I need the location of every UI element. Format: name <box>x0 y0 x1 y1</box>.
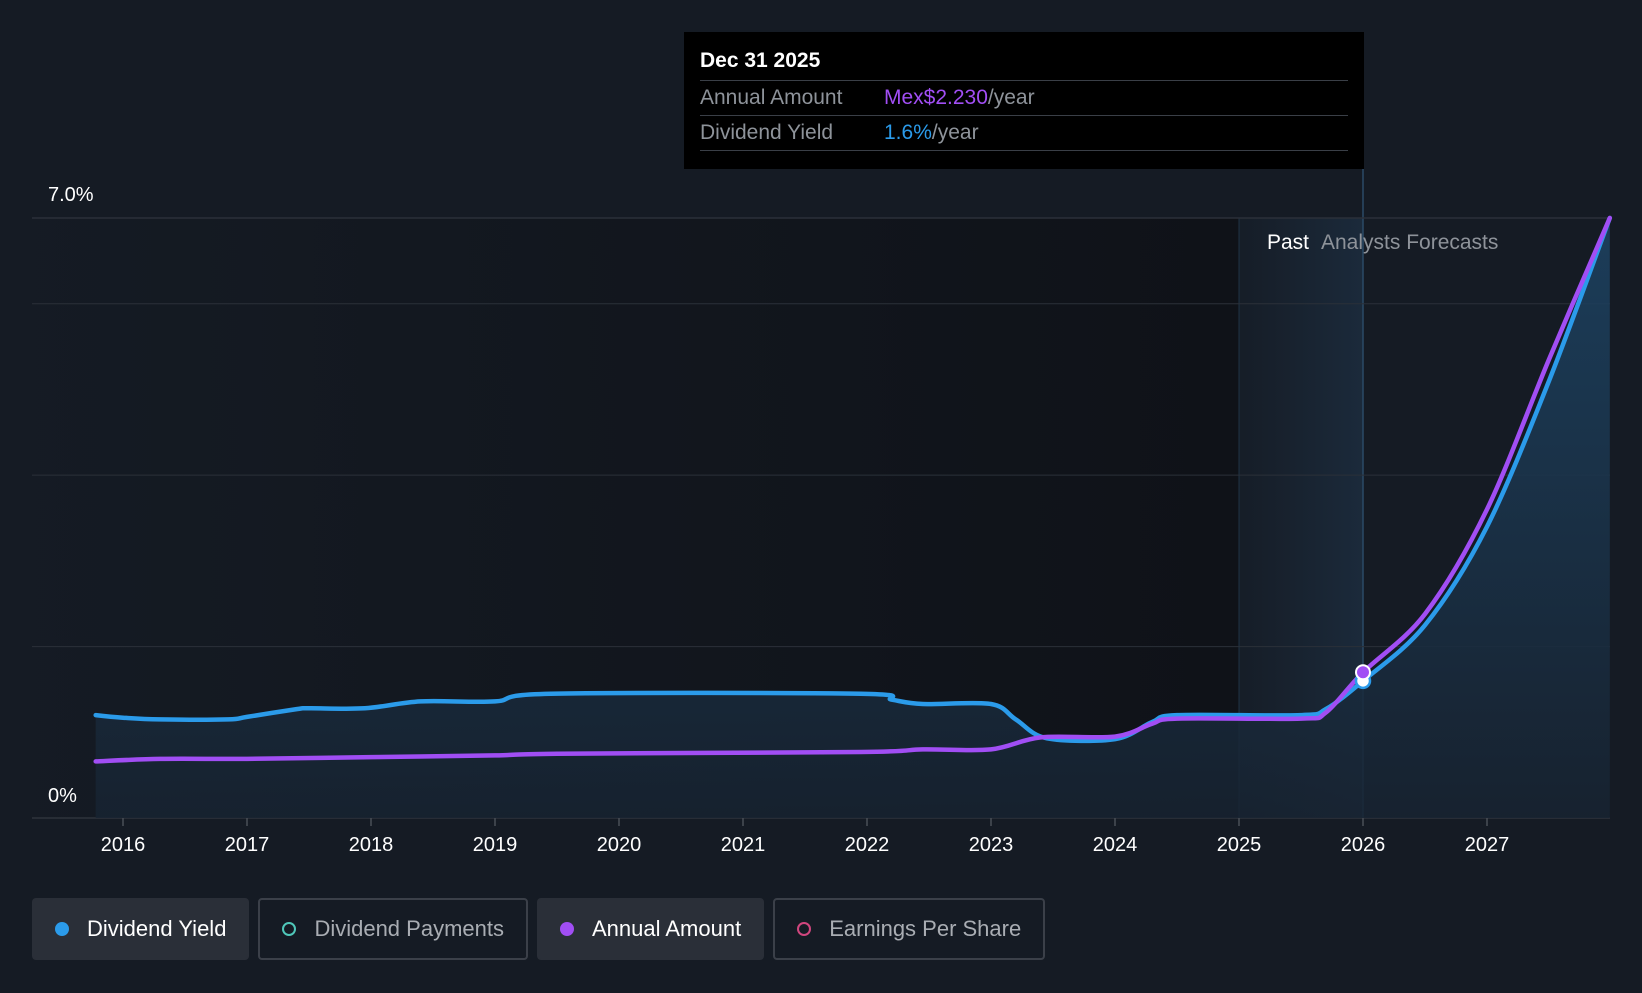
legend-label: Dividend Payments <box>314 916 504 941</box>
annual-amount-line <box>93 215 1613 764</box>
x-tick-label: 2022 <box>845 834 890 856</box>
x-tick-label: 2019 <box>473 834 518 856</box>
y-tick-label-top: 7.0% <box>48 184 94 206</box>
x-tick-label: 2020 <box>597 834 642 856</box>
legend-dividend-payments[interactable]: Dividend Payments <box>258 898 528 960</box>
x-tick-label: 2021 <box>721 834 766 856</box>
dot-icon <box>559 922 574 936</box>
x-tick-label: 2023 <box>969 834 1014 856</box>
x-tick-label: 2027 <box>1465 834 1510 856</box>
x-tick-label: 2016 <box>101 834 146 856</box>
ring-icon <box>797 922 812 936</box>
dividend-yield-line <box>93 215 1613 744</box>
tooltip-row-dividend-yield: Dividend Yield 1.6% /year <box>700 115 1348 151</box>
y-tick-label-bottom: 0% <box>48 785 77 807</box>
legend-label: Dividend Yield <box>87 916 227 941</box>
legend-label: Earnings Per Share <box>829 916 1022 941</box>
tooltip-label: Annual Amount <box>700 86 843 109</box>
tooltip-value: 1.6% <box>884 121 932 144</box>
dot-icon <box>55 922 69 936</box>
tooltip: Dec 31 2025 Annual Amount Mex$2.230 /yea… <box>684 32 1364 169</box>
forecast-label: Analysts Forecasts <box>1321 231 1498 254</box>
tooltip-label: Dividend Yield <box>700 121 834 144</box>
legend-dividend-yield[interactable]: Dividend Yield <box>32 898 250 960</box>
x-tick-label: 2024 <box>1093 834 1138 856</box>
ring-icon <box>282 922 297 936</box>
tooltip-row-annual-amount: Annual Amount Mex$2.230 /year <box>700 80 1348 115</box>
x-tick-label: 2026 <box>1341 834 1386 856</box>
tooltip-value: Mex$2.230 <box>884 86 988 109</box>
x-tick-label: 2018 <box>349 834 394 856</box>
tooltip-date: Dec 31 2025 <box>700 49 821 72</box>
tooltip-unit: /year <box>931 121 979 144</box>
legend-label: Annual Amount <box>591 916 742 941</box>
legend: Dividend Yield Dividend Payments Annual … <box>32 898 1046 960</box>
legend-annual-amount[interactable]: Annual Amount <box>536 898 765 960</box>
annual-amount-marker <box>1355 664 1371 681</box>
tooltip-unit: /year <box>987 86 1035 109</box>
legend-earnings-per-share[interactable]: Earnings Per Share <box>773 898 1046 960</box>
x-tick-label: 2017 <box>225 834 270 856</box>
past-label: Past <box>1267 231 1309 254</box>
x-tick-label: 2025 <box>1217 834 1262 856</box>
